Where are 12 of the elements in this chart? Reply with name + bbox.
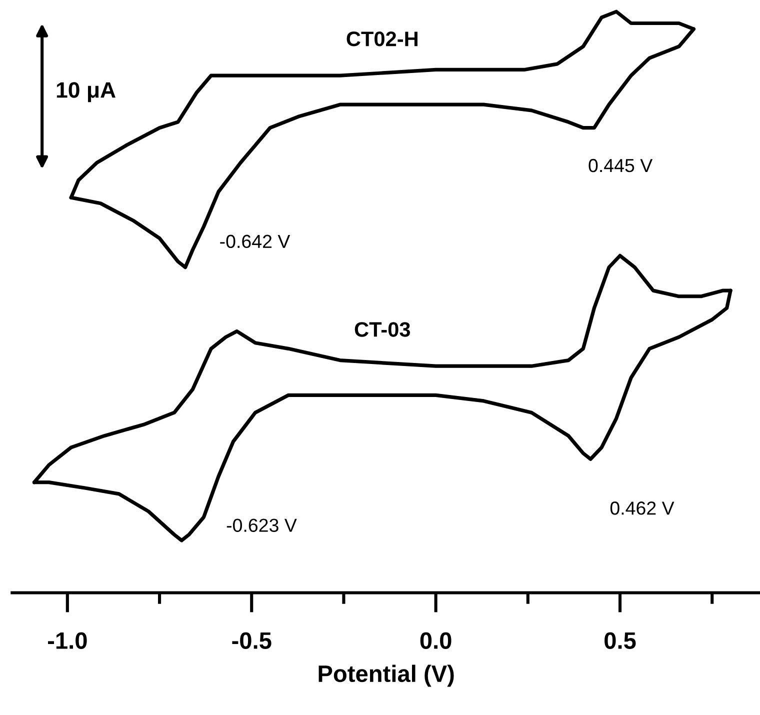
annotation: -0.623 V xyxy=(226,518,297,532)
series-label: CT-03 xyxy=(354,322,410,337)
annotation: 10 μA xyxy=(56,82,116,102)
x-tick-label: -0.5 xyxy=(232,632,272,649)
annotation: -0.642 V xyxy=(220,234,290,248)
x-axis-title: Potential (V) xyxy=(318,664,454,687)
x-tick-label: 0.0 xyxy=(420,632,452,649)
x-tick-label: -1.0 xyxy=(48,632,87,649)
x-tick-label: 0.5 xyxy=(604,632,636,649)
annotation: 0.462 V xyxy=(610,502,674,515)
annotation: 0.445 V xyxy=(588,158,653,172)
series-label: CT02-H xyxy=(346,32,418,46)
